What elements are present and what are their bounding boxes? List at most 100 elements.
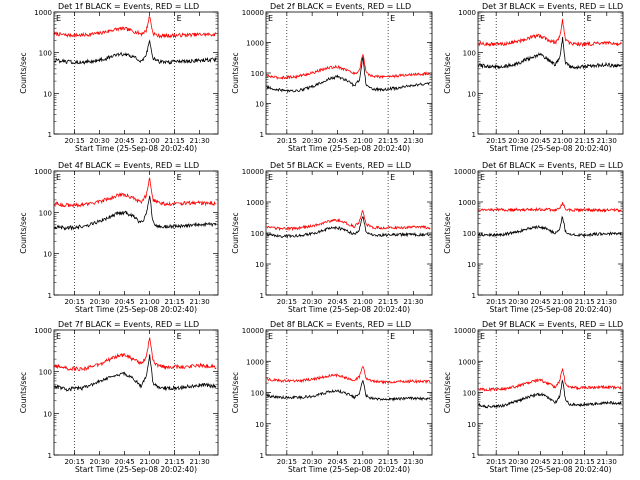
x-tick-label: 21:15	[165, 137, 185, 145]
x-axis-label: Start Time (25-Sep-08 20:02:40)	[490, 305, 612, 314]
panel-title: Det 3f BLACK = Events, RED = LLD	[482, 2, 623, 11]
y-tick-label: 100	[251, 230, 264, 238]
e-marker: E	[56, 14, 61, 23]
plot-frame	[265, 11, 433, 135]
x-tick-label: 20:45	[327, 458, 347, 466]
x-tick-label: 21:30	[190, 137, 210, 145]
x-tick-label: 20:30	[89, 298, 109, 306]
x-tick-label: 20:15	[277, 458, 297, 466]
x-tick-label: 21:00	[353, 137, 373, 145]
y-tick-label: 10	[467, 261, 476, 269]
panel-det-6: Det 6f BLACK = Events, RED = LLD E E 10000 1…	[443, 161, 624, 314]
e-marker: E	[268, 173, 273, 182]
y-tick-label: 1	[48, 131, 52, 139]
plot-frame	[53, 329, 219, 456]
events-series-line	[266, 380, 431, 402]
y-axis-label: Counts/sec	[19, 212, 28, 253]
x-tick-label: 20:30	[508, 458, 528, 466]
panel-title: Det 8f BLACK = Events, RED = LLD	[270, 320, 411, 329]
y-tick-label: 10	[467, 421, 476, 429]
y-tick-label: 1	[260, 292, 264, 300]
x-tick-label: 20:45	[327, 298, 347, 306]
x-tick-label: 21:15	[165, 458, 185, 466]
events-series-line	[54, 354, 217, 392]
y-tick-label: 10	[255, 421, 264, 429]
x-axis-label: Start Time (25-Sep-08 20:02:40)	[75, 144, 197, 153]
y-tick-label: 1000	[34, 9, 52, 17]
panel-title: Det 2f BLACK = Events, RED = LLD	[270, 2, 411, 11]
e-marker: E	[390, 173, 395, 182]
x-tick-label: 21:00	[140, 458, 160, 466]
e-marker: E	[268, 14, 273, 23]
y-tick-label: 10	[43, 251, 52, 259]
panel-title: Det 6f BLACK = Events, RED = LLD	[482, 161, 623, 170]
x-axis-label: Start Time (25-Sep-08 20:02:40)	[288, 144, 410, 153]
y-tick-label: 10	[255, 101, 264, 109]
panel-title: Det 4f BLACK = Events, RED = LLD	[58, 161, 199, 170]
x-tick-label: 20:30	[302, 137, 322, 145]
x-tick-label: 21:30	[403, 137, 423, 145]
x-axis-label: Start Time (25-Sep-08 20:02:40)	[288, 465, 410, 474]
e-marker: E	[177, 173, 182, 182]
x-tick-label: 20:45	[115, 137, 135, 145]
panel-det-2: Det 2f BLACK = Events, RED = LLD E E 10000 1…	[231, 2, 433, 153]
x-tick-label: 21:30	[597, 298, 617, 306]
y-tick-label: 1	[472, 292, 476, 300]
y-axis-label: Counts/sec	[19, 52, 28, 93]
y-tick-label: 10000	[454, 327, 476, 335]
y-tick-label: 1	[260, 131, 264, 139]
e-marker: E	[268, 332, 273, 341]
lld-series-line	[54, 177, 217, 209]
x-tick-label: 20:30	[89, 458, 109, 466]
y-tick-label: 10000	[454, 168, 476, 176]
y-tick-label: 1000	[34, 327, 52, 335]
x-tick-label: 20:30	[508, 137, 528, 145]
y-tick-label: 1	[48, 292, 52, 300]
x-tick-label: 20:15	[64, 137, 84, 145]
y-tick-label: 10000	[242, 9, 264, 17]
x-tick-label: 20:15	[277, 298, 297, 306]
y-tick-label: 100	[39, 209, 52, 217]
x-tick-label: 20:30	[302, 458, 322, 466]
y-axis-label: Counts/sec	[231, 372, 240, 413]
panel-title: Det 5f BLACK = Events, RED = LLD	[270, 161, 411, 170]
plot-frame	[53, 170, 219, 296]
y-tick-label: 100	[39, 369, 52, 377]
x-tick-label: 21:15	[165, 298, 185, 306]
e-marker: E	[587, 14, 592, 23]
x-tick-label: 21:00	[552, 298, 572, 306]
events-series-line	[266, 56, 431, 94]
e-marker: E	[587, 332, 592, 341]
plot-frame	[477, 329, 624, 456]
panel-title: Det 1f BLACK = Events, RED = LLD	[58, 2, 199, 11]
events-series-line	[54, 195, 217, 231]
x-tick-label: 21:00	[140, 137, 160, 145]
lld-series-line	[266, 210, 431, 232]
y-tick-label: 1	[48, 452, 52, 460]
lld-series-line	[266, 366, 431, 385]
events-series-line	[266, 215, 431, 239]
panel-det-3: Det 3f BLACK = Events, RED = LLD E E 1000 10…	[443, 2, 624, 153]
e-marker: E	[587, 173, 592, 182]
plot-frame	[53, 11, 219, 135]
y-tick-label: 10	[43, 90, 52, 98]
x-tick-label: 20:45	[530, 137, 550, 145]
x-tick-label: 21:00	[353, 458, 373, 466]
lld-series-line	[266, 53, 431, 80]
e-marker: E	[480, 173, 485, 182]
panel-title: Det 9f BLACK = Events, RED = LLD	[482, 320, 623, 329]
y-tick-label: 1000	[246, 199, 264, 207]
y-tick-label: 1000	[34, 168, 52, 176]
events-series-line	[478, 215, 622, 238]
y-tick-label: 100	[463, 50, 476, 58]
y-tick-label: 1	[260, 452, 264, 460]
y-tick-label: 100	[463, 390, 476, 398]
x-tick-label: 21:30	[597, 137, 617, 145]
events-series-line	[54, 39, 217, 65]
y-tick-label: 10000	[242, 327, 264, 335]
y-tick-label: 100	[251, 70, 264, 78]
x-tick-label: 21:30	[403, 298, 423, 306]
y-axis-label: Counts/sec	[443, 372, 452, 413]
y-tick-label: 1000	[246, 40, 264, 48]
